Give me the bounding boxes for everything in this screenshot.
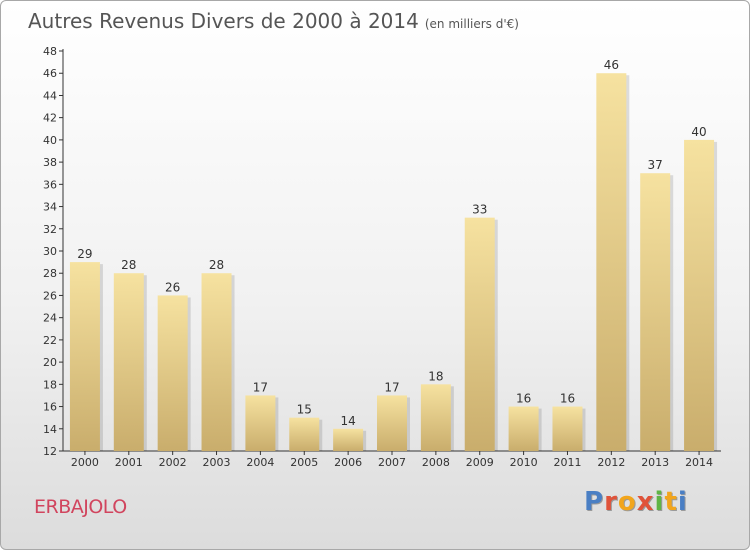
logo-letter: r: [604, 487, 618, 517]
proxiti-logo[interactable]: Proxiti: [584, 487, 688, 517]
data-label: 15: [297, 403, 312, 417]
data-label: 14: [340, 414, 355, 428]
x-tick-label: 2000: [71, 456, 99, 469]
x-tick-label: 2010: [510, 456, 538, 469]
y-tick-label: 36: [43, 178, 57, 191]
data-label: 17: [253, 380, 268, 394]
y-tick-label: 42: [43, 112, 57, 125]
x-tick-label: 2006: [334, 456, 362, 469]
y-tick-label: 22: [43, 334, 57, 347]
data-label: 28: [121, 258, 136, 272]
bar: [201, 273, 232, 451]
logo-letter: o: [617, 487, 637, 517]
place-name: ERBAJOLO: [34, 496, 127, 518]
bars: [69, 73, 718, 451]
data-label: 18: [428, 369, 443, 383]
y-tick-label: 44: [43, 89, 57, 102]
data-labels: 29 28 26 28 17 15 14 17 18 33 16 16 46 37 40: [77, 58, 706, 428]
x-tick-label: 2012: [597, 456, 625, 469]
bar: [289, 417, 320, 451]
y-tick-label: 16: [43, 401, 57, 414]
bar: [552, 406, 583, 451]
bar: [377, 395, 407, 451]
bar: [640, 173, 671, 451]
y-tick-label: 28: [43, 267, 57, 280]
bar: [464, 217, 495, 451]
data-label: 16: [516, 392, 531, 406]
bar: [684, 139, 715, 451]
data-label: 16: [560, 392, 575, 406]
y-tick-label: 46: [43, 67, 57, 80]
x-tick-label: 2007: [378, 456, 406, 469]
x-tick-label: 2004: [246, 456, 274, 469]
y-tick-label: 40: [43, 134, 57, 147]
y-tick-label: 32: [43, 223, 57, 236]
x-tick-label: 2013: [641, 456, 669, 469]
bar: [157, 295, 188, 451]
data-label: 28: [209, 258, 224, 272]
logo-letter: i: [677, 487, 688, 517]
y-tick-label: 38: [43, 156, 57, 169]
logo-letter: P: [584, 487, 605, 517]
y-tick-label: 18: [43, 378, 57, 391]
y-tick-label: 12: [43, 445, 57, 458]
bar: [245, 395, 276, 451]
chart-unit: (en milliers d'€): [424, 17, 519, 31]
x-tick-label: 2014: [685, 456, 713, 469]
bar: [508, 406, 539, 451]
y-tick-label: 20: [43, 356, 57, 369]
x-tick-label: 2003: [203, 456, 231, 469]
data-label: 33: [472, 203, 487, 217]
x-tick-label: 2009: [466, 456, 494, 469]
y-tick-label: 48: [43, 45, 57, 58]
logo-letter: t: [664, 487, 678, 517]
bar: [69, 262, 100, 451]
x-tick-label: 2002: [159, 456, 187, 469]
bar: [333, 428, 364, 451]
axes: 12 14 16 18 20 22 24 26 28 30 32 34 36 38 40 42 44 46 48 20…: [43, 45, 721, 469]
x-tick-label: 2008: [422, 456, 450, 469]
logo-letter: i: [654, 487, 665, 517]
y-tick-label: 30: [43, 245, 57, 258]
data-label: 29: [77, 247, 92, 261]
y-tick-label: 14: [43, 423, 57, 436]
data-label: 46: [604, 58, 619, 72]
x-tick-label: 2011: [553, 456, 581, 469]
data-label: 37: [648, 158, 663, 172]
data-label: 40: [691, 125, 706, 139]
chart-title: Autres Revenus Divers de 2000 à 2014 (en …: [28, 9, 519, 33]
data-label: 17: [384, 380, 399, 394]
x-tick-label: 2005: [290, 456, 318, 469]
y-tick-label: 24: [43, 312, 57, 325]
bar: [596, 73, 627, 451]
logo-letter: x: [636, 487, 655, 517]
bar: [113, 273, 144, 451]
y-tick-label: 34: [43, 201, 57, 214]
chart-title-text: Autres Revenus Divers de 2000 à 2014: [28, 9, 419, 33]
data-label: 26: [165, 280, 180, 294]
x-tick-label: 2001: [115, 456, 143, 469]
y-tick-label: 26: [43, 289, 57, 302]
bar: [420, 384, 451, 451]
